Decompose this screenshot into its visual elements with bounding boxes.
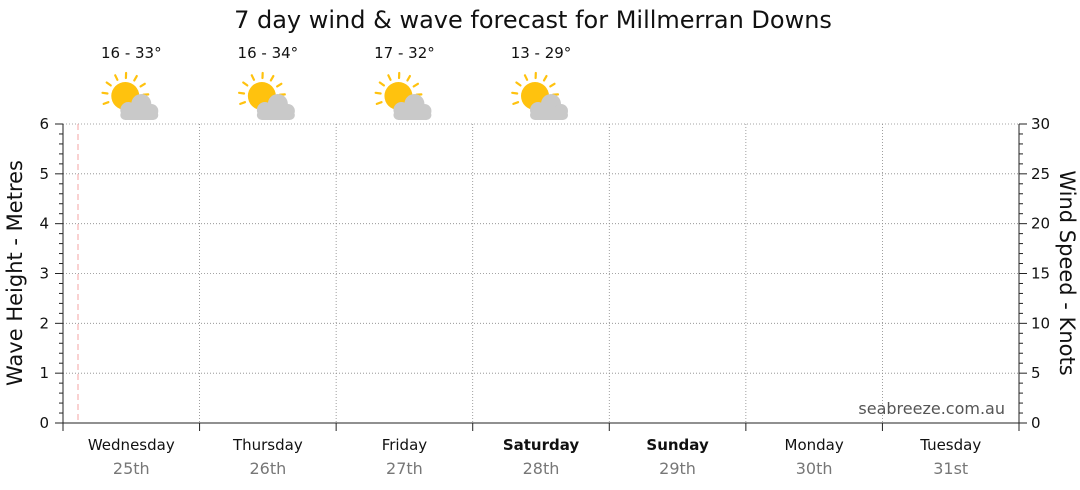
sun-ray <box>276 82 283 88</box>
sun-ray <box>375 101 383 105</box>
cloud-base <box>256 110 295 120</box>
day-label: Friday <box>382 436 428 454</box>
y-right-tick-label: 0 <box>1031 414 1041 432</box>
sun-ray <box>523 74 529 81</box>
sun-ray <box>101 91 109 95</box>
y-left-tick-label: 0 <box>39 414 49 432</box>
sun-ray <box>237 91 246 95</box>
y-axis-right-title: Wind Speed - Knots <box>1055 170 1079 375</box>
sun-ray <box>549 82 556 88</box>
date-label: 25th <box>113 459 150 478</box>
temperature-range: 17 - 32° <box>374 44 435 62</box>
y-right-tick-label: 20 <box>1031 215 1050 233</box>
axes: 0 1 2 3 4 5 6 0 5 10 15 20 25 30 <box>39 115 1050 432</box>
sun-ray <box>102 101 110 105</box>
cloud-base <box>393 110 432 120</box>
temperature-range: 16 - 33° <box>101 44 162 62</box>
day-label: Thursday <box>232 436 303 454</box>
y-left-tick-label: 5 <box>39 165 49 183</box>
y-right-tick-label: 5 <box>1031 364 1041 382</box>
cloud-base <box>530 110 568 120</box>
date-label: 30th <box>796 459 833 478</box>
y-left-tick-label: 2 <box>39 314 49 332</box>
sun-ray <box>374 91 382 95</box>
day-label: Wednesday <box>88 436 175 454</box>
date-label: 28th <box>523 459 560 478</box>
sun-ray <box>412 82 420 88</box>
sun-ray <box>511 91 519 95</box>
date-label: 27th <box>386 459 423 478</box>
day-label: Saturday <box>503 436 580 454</box>
date-label: 31st <box>933 459 968 478</box>
partly-cloudy-icon <box>101 71 159 120</box>
y-right-tick-label: 25 <box>1031 165 1050 183</box>
sun-ray <box>139 82 146 88</box>
day-label: Tuesday <box>919 436 981 454</box>
partly-cloudy-icon <box>374 71 432 120</box>
sun-ray <box>250 74 256 81</box>
watermark: seabreeze.com.au <box>858 399 1005 418</box>
y-left-tick-label: 4 <box>39 215 49 233</box>
sun-ray <box>406 74 412 82</box>
sun-ray <box>242 81 249 87</box>
forecast-row: 16 - 33° 16 - 34° 17 - 32° 13 - 29° <box>101 44 571 120</box>
sun-ray <box>269 74 275 82</box>
y-left-tick-label: 6 <box>39 115 49 133</box>
sun-ray <box>542 74 548 82</box>
y-axis-left-title: Wave Height - Metres <box>3 160 27 386</box>
sun-ray <box>515 81 522 87</box>
sun-ray <box>239 101 247 105</box>
partly-cloudy-icon <box>237 71 295 120</box>
grid-lines <box>63 123 1019 423</box>
temperature-range: 13 - 29° <box>511 44 572 62</box>
date-label: 26th <box>249 459 286 478</box>
sun-ray <box>114 74 119 81</box>
day-label: Monday <box>785 436 844 454</box>
y-left-tick-label: 3 <box>39 265 49 283</box>
temperature-range: 16 - 34° <box>238 44 299 62</box>
sun-ray <box>512 101 520 105</box>
partly-cloudy-icon <box>511 71 568 120</box>
sun-ray <box>133 74 138 82</box>
y-right-tick-label: 30 <box>1031 115 1050 133</box>
sun-ray <box>105 81 112 87</box>
date-label: 29th <box>659 459 696 478</box>
chart-title: 7 day wind & wave forecast for Millmerra… <box>234 6 832 34</box>
y-right-tick-label: 15 <box>1031 265 1050 283</box>
sun-ray <box>387 74 392 81</box>
day-label: Sunday <box>646 436 709 454</box>
sun-ray <box>378 81 385 87</box>
y-right-tick-label: 10 <box>1031 314 1050 332</box>
y-left-tick-label: 1 <box>39 364 49 382</box>
day-labels: Wednesday 25th Thursday 26th Friday 27th Satur… <box>88 436 981 478</box>
cloud-base <box>120 110 159 120</box>
